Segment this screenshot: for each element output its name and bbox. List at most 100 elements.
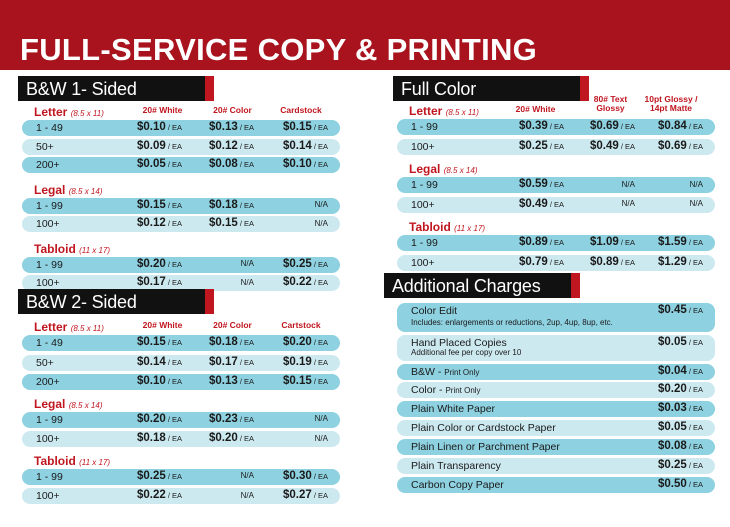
- color-row-price-unit: / EA: [686, 257, 703, 267]
- color-row-qty: 100+: [411, 256, 435, 269]
- bw1-row-price: N/A: [240, 259, 254, 268]
- additional-item-price-unit: / EA: [686, 423, 703, 432]
- color-row-price: N/A: [689, 179, 703, 189]
- color-group-2-label: Tabloid (11 x 17): [409, 220, 486, 234]
- additional-item-price: $0.08 / EA: [657, 440, 703, 452]
- color-row-price-unit: / EA: [547, 257, 564, 267]
- color-row-price-unit: / EA: [618, 122, 635, 131]
- additional-item: Color - Print Only $0.20 / EA: [397, 382, 715, 398]
- bw1-row-price: $0.09 / EA: [136, 139, 182, 152]
- bw2-row-price: $0.13 / EA: [208, 375, 254, 387]
- bw1-row-price: $0.10 / EA: [136, 121, 182, 133]
- title-banner: FULL-SERVICE COPY & PRINTING: [0, 0, 730, 70]
- bw2-row-price-unit: / EA: [165, 377, 182, 386]
- bw1-group-0-label: Letter (8.5 x 11): [34, 105, 104, 119]
- bw1-row-price-unit: / EA: [165, 219, 182, 228]
- additional-item-price: $0.20 / EA: [657, 383, 703, 395]
- additional-item-price: $0.45 / EA: [657, 304, 703, 316]
- bw2-row-price-unit: / EA: [311, 491, 328, 500]
- bw2-row-price: $0.15 / EA: [136, 336, 182, 348]
- color-row-qty: 1 - 99: [411, 121, 438, 133]
- bw1-row-price: $0.17 / EA: [136, 276, 182, 288]
- bw2-group-0-size: (8.5 x 11): [70, 324, 104, 333]
- bw2-row-price: N/A: [240, 490, 254, 500]
- color-row-price: $0.39 / EA: [518, 120, 564, 132]
- bw1-row-price-unit: / EA: [165, 200, 182, 210]
- bw1-row: 1 - 99 $0.15 / EA $0.18 / EA N/A: [22, 197, 340, 214]
- bw1-row-price: $0.15 / EA: [136, 198, 182, 211]
- bw2-row-price: $0.27 / EA: [282, 489, 328, 501]
- bw1-row-price: N/A: [240, 277, 254, 287]
- bw1-col-1: 20# Color: [213, 105, 252, 115]
- additional-header-label: Additional Charges: [392, 276, 541, 296]
- bw2-row-price-unit: / EA: [311, 338, 328, 347]
- bw1-row-qty: 1 - 99: [36, 199, 63, 212]
- bw2-row-price-unit: / EA: [165, 414, 182, 424]
- color-group-2-size: (11 x 17): [454, 224, 486, 233]
- color-row-price: $0.25 / EA: [518, 139, 564, 152]
- bw1-row-price: $0.18 / EA: [208, 198, 254, 211]
- bw1-row-price-unit: / EA: [237, 200, 254, 210]
- additional-item-label-note: Print Only: [444, 368, 480, 377]
- bw1-row: 100+ $0.17 / EA N/A $0.22 / EA: [22, 275, 340, 291]
- color-row-price: $0.49 / EA: [589, 139, 635, 152]
- bw2-row-price: $0.22 / EA: [136, 489, 182, 501]
- bw2-row-price: $0.30 / EA: [282, 469, 328, 482]
- bw1-row: 100+ $0.12 / EA $0.15 / EA N/A: [22, 216, 340, 232]
- color-row-qty: 100+: [411, 198, 435, 211]
- additional-item-price-unit: / EA: [686, 404, 703, 413]
- bw1-row-qty: 100+: [36, 218, 60, 230]
- bw1-row-price-unit: / EA: [311, 160, 328, 169]
- bw1-row-price-unit: / EA: [311, 123, 328, 132]
- bw2-col-1: 20# Color: [213, 320, 252, 330]
- additional-header: Additional Charges: [384, 273, 580, 298]
- color-row-price-unit: / EA: [547, 122, 564, 131]
- bw1-row-price: $0.12 / EA: [136, 217, 182, 229]
- color-row-price: $0.89 / EA: [589, 255, 635, 268]
- color-row-price-unit: / EA: [686, 238, 703, 247]
- bw2-row-qty: 1 - 99: [36, 413, 63, 426]
- additional-item-price-unit: / EA: [686, 461, 703, 470]
- color-row-price: N/A: [621, 199, 635, 208]
- additional-item-price-unit: / EA: [686, 338, 703, 347]
- bw1-group-1-size: (8.5 x 14): [68, 186, 103, 196]
- additional-item-price-unit: / EA: [686, 442, 703, 451]
- color-row-price-unit: / EA: [618, 238, 635, 247]
- color-group-1-label: Legal (8.5 x 14): [409, 162, 478, 176]
- bw2-row-price-unit: / EA: [237, 377, 254, 386]
- additional-item-price-unit: / EA: [686, 306, 703, 315]
- bw2-row: 1 - 99 $0.20 / EA $0.23 / EA N/A: [22, 411, 340, 428]
- bw2-row-price: $0.14 / EA: [136, 355, 182, 368]
- bw2-group-1-label: Legal (8.5 x 14): [34, 396, 103, 411]
- bw1-row-qty: 1 - 99: [36, 258, 63, 271]
- bw1-col-0: 20# White: [142, 105, 183, 115]
- bw1-header-label: B&W 1- Sided: [26, 79, 137, 99]
- bw2-group-2-label: Tabloid (11 x 17): [34, 453, 111, 468]
- color-row-price-unit: / EA: [547, 141, 564, 151]
- color-group-1-size: (8.5 x 14): [443, 166, 478, 175]
- bw1-row-price-unit: / EA: [311, 141, 328, 151]
- bw2-row-price: $0.23 / EA: [208, 412, 254, 425]
- bw1-row-price-unit: / EA: [237, 141, 254, 151]
- bw2-row-price-unit: / EA: [311, 357, 328, 367]
- additional-item-price: $0.03 / EA: [657, 402, 703, 414]
- bw2-row-price: $0.25 / EA: [136, 469, 182, 482]
- color-header: Full Color: [393, 76, 589, 101]
- additional-item: Plain White Paper $0.03 / EA: [397, 401, 715, 417]
- bw2-row-price: $0.18 / EA: [136, 432, 182, 444]
- bw1-row-qty: 1 - 49: [36, 122, 63, 134]
- color-row: 100+ $0.25 / EA $0.49 / EA $0.69 / EA: [397, 138, 715, 155]
- bw1-row-price-unit: / EA: [311, 259, 328, 269]
- bw2-row-price-unit: / EA: [237, 414, 254, 424]
- color-row-price: N/A: [689, 199, 703, 208]
- bw1-row-price: $0.20 / EA: [136, 257, 182, 270]
- bw2-row-price-unit: / EA: [311, 377, 328, 386]
- bw2-row-qty: 100+: [36, 433, 60, 445]
- bw2-row-price-unit: / EA: [165, 471, 182, 481]
- additional-item-label: Plain Transparency: [411, 460, 501, 472]
- bw1-row-price-unit: / EA: [237, 123, 254, 132]
- additional-item-price: $0.05 / EA: [657, 336, 703, 348]
- color-row-price-unit: / EA: [618, 257, 635, 267]
- color-header-label: Full Color: [401, 79, 477, 99]
- color-group-0-label: Letter (8.5 x 11): [409, 104, 479, 118]
